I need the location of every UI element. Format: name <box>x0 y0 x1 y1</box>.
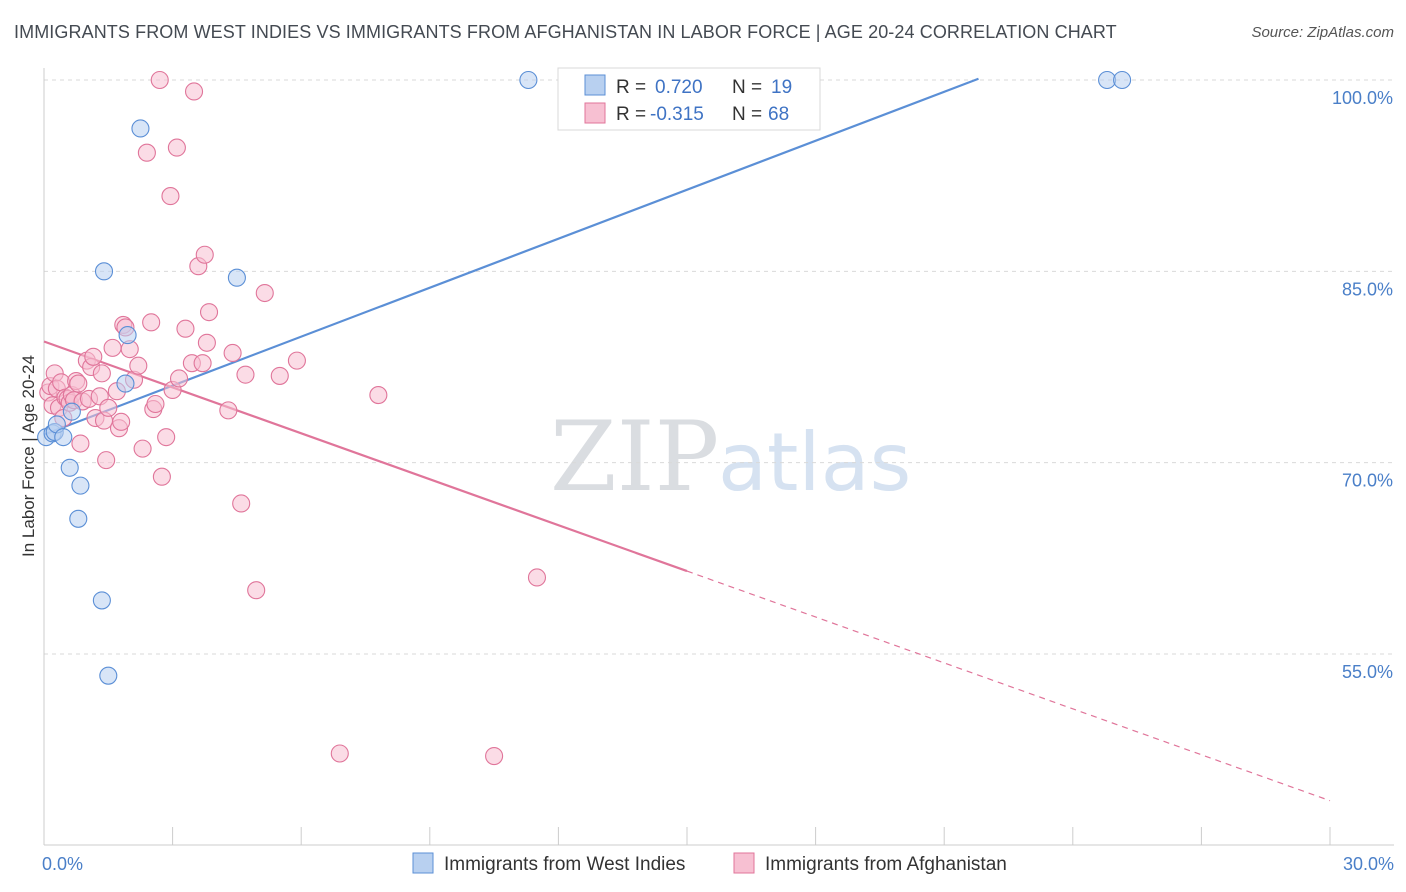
legend-swatch-afghanistan <box>584 102 606 124</box>
data-point <box>92 364 111 383</box>
y-tick-label: 85.0% <box>1342 279 1393 299</box>
data-point <box>99 666 118 685</box>
data-point <box>1098 70 1117 90</box>
data-point <box>54 428 73 447</box>
data-point <box>71 434 90 453</box>
legend-n-label: N = <box>732 77 762 98</box>
data-point <box>197 333 216 352</box>
legend-r-value-afghanistan: -0.315 <box>650 104 704 125</box>
data-point <box>485 746 504 766</box>
data-point <box>103 338 122 357</box>
data-point <box>116 374 135 393</box>
data-point <box>330 744 349 763</box>
data-point <box>69 509 88 528</box>
data-point <box>176 319 195 338</box>
y-tick-label: 70.0% <box>1342 471 1393 491</box>
data-point <box>527 568 547 587</box>
data-point <box>133 439 152 458</box>
data-point <box>184 82 204 101</box>
data-point <box>84 347 103 366</box>
chart-title: IMMIGRANTS FROM WEST INDIES VS IMMIGRANT… <box>14 22 1117 42</box>
axes <box>43 68 1394 846</box>
bottom-legend-label-afghanistan: Immigrants from Afghanistan <box>765 854 1007 875</box>
data-point <box>227 268 246 287</box>
legend-n-value-west-indies: 19 <box>771 77 792 98</box>
data-point <box>97 451 116 470</box>
bottom-legend-label-west-indies: Immigrants from West Indies <box>444 854 685 875</box>
legend-swatch-west-indies <box>584 74 606 96</box>
trend-line <box>43 77 979 436</box>
data-points <box>37 70 1132 766</box>
data-point <box>99 398 118 417</box>
bottom-legend-swatch-west-indies <box>412 852 434 874</box>
data-point <box>94 262 114 281</box>
chart-source: Source: ZipAtlas.com <box>1251 24 1394 41</box>
data-point <box>255 283 274 303</box>
data-point <box>236 365 255 384</box>
data-point <box>118 326 137 345</box>
data-point <box>129 356 148 375</box>
data-point <box>219 401 238 420</box>
data-point <box>270 366 289 385</box>
data-point <box>287 351 306 370</box>
trend-line-extension <box>686 570 1331 802</box>
data-point <box>92 591 111 610</box>
data-point <box>112 412 131 431</box>
y-tick-label: 55.0% <box>1342 662 1393 682</box>
data-point <box>146 394 165 414</box>
data-point <box>60 458 79 477</box>
y-tick-labels: 55.0% 70.0% 85.0% 100.0% <box>1332 88 1393 682</box>
data-point <box>157 428 176 447</box>
data-point <box>195 245 214 264</box>
legend-r-label: R = <box>616 104 646 125</box>
data-point <box>62 402 81 421</box>
data-point <box>247 581 266 600</box>
data-point <box>223 343 242 363</box>
watermark-zip: ZIP <box>550 401 719 513</box>
legend-n-label: N = <box>732 104 762 125</box>
data-point <box>169 369 189 388</box>
data-point <box>142 313 161 332</box>
data-point <box>232 494 251 513</box>
data-point <box>131 119 150 138</box>
data-point <box>150 70 169 90</box>
legend: R = 0.720 N = 19 R = -0.315 N = 68 <box>557 67 821 131</box>
data-point <box>519 70 538 90</box>
bottom-legend: Immigrants from West Indies Immigrants f… <box>412 852 1007 875</box>
legend-r-value-west-indies: 0.720 <box>655 77 703 98</box>
data-point <box>167 138 186 157</box>
data-point <box>193 354 212 373</box>
trend-line <box>43 340 688 573</box>
data-point <box>369 386 388 405</box>
x-tick-label-max: 30.0% <box>1343 854 1394 874</box>
data-point <box>71 476 90 495</box>
watermark: ZIP atlas <box>550 401 911 513</box>
y-tick-label: 100.0% <box>1332 88 1393 108</box>
data-point <box>69 374 88 393</box>
data-point <box>161 187 180 206</box>
legend-n-value-afghanistan: 68 <box>768 104 789 125</box>
data-point <box>152 467 171 486</box>
y-axis-title: In Labor Force | Age 20-24 <box>19 355 38 557</box>
bottom-legend-swatch-afghanistan <box>733 852 755 874</box>
data-point <box>1113 70 1132 90</box>
data-point <box>137 143 156 162</box>
data-point <box>199 303 219 322</box>
trend-lines <box>43 77 1331 802</box>
x-tick-label-min: 0.0% <box>42 854 83 874</box>
legend-r-label: R = <box>616 77 646 98</box>
